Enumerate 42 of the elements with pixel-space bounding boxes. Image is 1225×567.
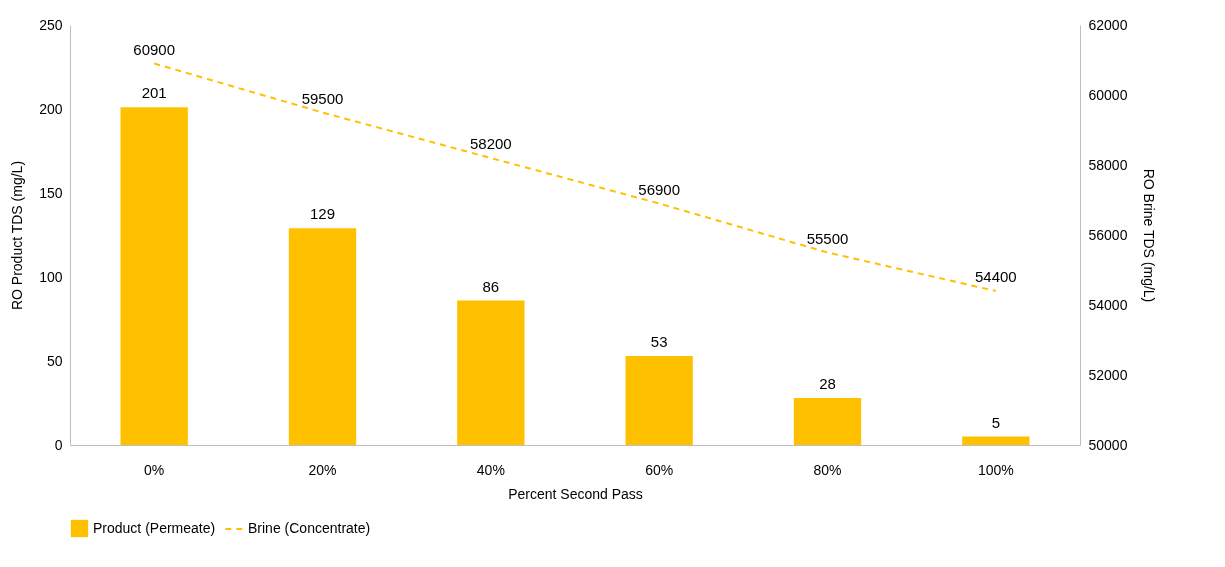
data-label: 55500 (806, 229, 849, 247)
legend-label: Product (Permeate) (93, 519, 216, 536)
y-tick-label: 250 (39, 16, 63, 33)
x-tick-label: 40% (476, 461, 505, 478)
x-tick-label: 20% (308, 461, 337, 478)
y2-tick-label: 54000 (1088, 296, 1128, 313)
legend-label: Brine (Concentrate) (248, 520, 371, 536)
x-tick-label: 80% (813, 461, 842, 478)
y2-tick-label: 56000 (1088, 226, 1128, 243)
data-label: 54400 (974, 268, 1017, 285)
data-label: 5 (991, 413, 1001, 431)
bar (625, 355, 693, 445)
data-label: 56900 (638, 180, 681, 198)
x-tick-label: 100% (977, 461, 1014, 478)
x-axis-title: Percent Second Pass (508, 485, 643, 502)
bar (120, 107, 188, 445)
y-axis-title: RO Product TDS (mg/L) (9, 160, 26, 311)
bar (457, 300, 525, 445)
y2-tick-label: 60000 (1088, 86, 1128, 103)
data-label: 86 (482, 277, 500, 295)
y-tick-label: 100 (39, 268, 63, 285)
bar (793, 397, 862, 445)
y-tick-label: 150 (39, 184, 63, 201)
y-tick-label: 200 (39, 100, 63, 117)
x-tick-label: 60% (645, 461, 674, 478)
y2-tick-label: 52000 (1088, 366, 1128, 383)
y-tick-label: 50 (46, 352, 63, 369)
data-label: 53 (650, 332, 668, 350)
data-label: 28 (819, 374, 836, 392)
x-tick-label: 0% (144, 461, 165, 478)
data-label: 59500 (301, 89, 344, 107)
data-label: 129 (309, 205, 336, 223)
y2-tick-label: 50000 (1088, 436, 1128, 453)
data-label: 201 (141, 84, 167, 102)
y-tick-label: 0 (54, 436, 63, 453)
y2-tick-label: 58000 (1088, 156, 1128, 173)
data-label: 58200 (469, 135, 512, 152)
bar (962, 436, 1030, 445)
bar (288, 228, 357, 445)
y2-axis-title: RO Brine TDS (mg/L) (1141, 168, 1158, 303)
y2-tick-label: 62000 (1088, 16, 1128, 33)
data-label: 60900 (133, 40, 176, 58)
